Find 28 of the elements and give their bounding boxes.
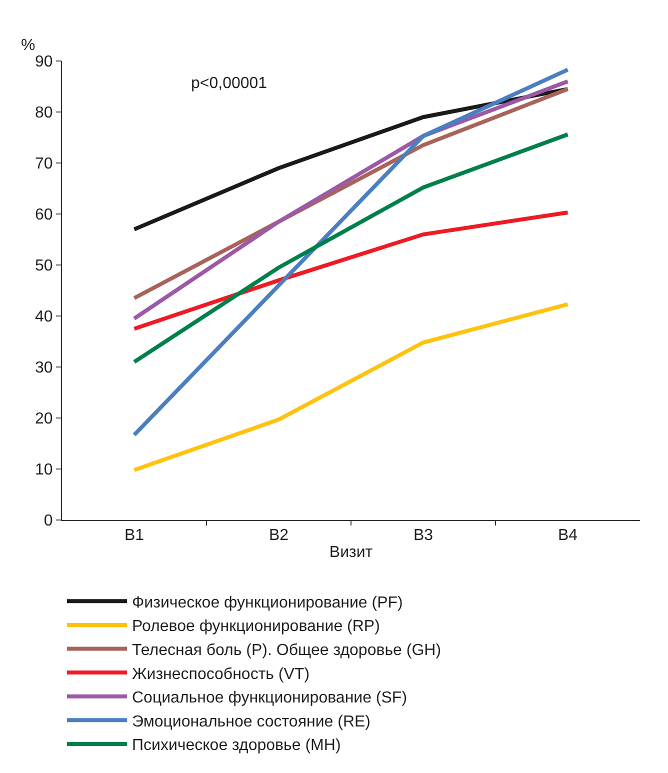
x-axis-title: Визит	[329, 544, 374, 561]
legend-label: Физическое функционирование (PF)	[132, 594, 403, 612]
y-tick-label: 50	[35, 258, 53, 275]
x-tick-label: B2	[268, 527, 289, 544]
legend-label: Ролевое функционирование (RP)	[132, 618, 380, 636]
x-tick-label: B4	[558, 527, 578, 544]
legend-label: Социальное функционирование (SF)	[132, 690, 408, 707]
y-tick-label: 10	[35, 462, 53, 479]
legend-label: Психическое здоровье (MH)	[132, 737, 341, 754]
legend-label: Жизнеспособность (VT)	[132, 666, 310, 683]
y-tick-label: 60	[35, 206, 53, 224]
line-series	[132, 302, 570, 472]
y-tick-label: 0	[44, 512, 53, 530]
line-series	[132, 132, 570, 364]
legend-label: Телесная боль (P). Общее здоровье (GH)	[132, 642, 442, 659]
legend-label: Эмоциональное состояние (RE)	[132, 713, 370, 730]
y-tick-label: 80	[35, 104, 53, 122]
y-tick-label: 70	[35, 156, 53, 173]
y-tick-label: 90	[35, 54, 53, 71]
x-tick-label: B3	[413, 527, 434, 544]
y-tick-label: 20	[35, 410, 53, 428]
x-tick-label: B1	[124, 527, 144, 544]
annotation: p<0,00001	[191, 75, 268, 92]
y-axis-title: %	[21, 37, 36, 54]
y-tick-label: 40	[35, 308, 53, 326]
y-tick-label: 30	[35, 360, 53, 377]
line-series	[132, 210, 570, 331]
line-series	[132, 68, 570, 437]
